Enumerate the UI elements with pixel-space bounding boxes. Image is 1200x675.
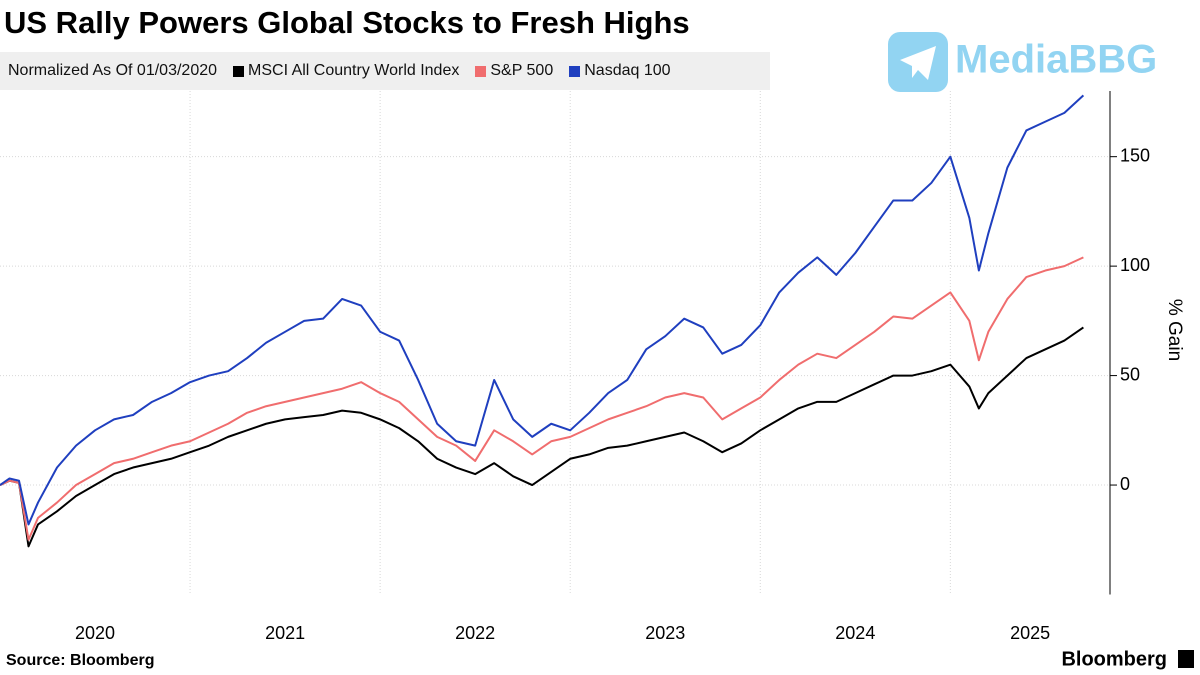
legend-label: S&P 500 [490, 62, 554, 79]
x-tick-label: 2021 [265, 623, 305, 643]
brand-icon [1178, 650, 1194, 668]
legend-subtitle: Normalized As Of 01/03/2020 [8, 62, 218, 79]
y-tick-label: 0 [1120, 474, 1130, 494]
legend-swatch [569, 65, 581, 77]
x-tick-label: 2020 [75, 623, 115, 643]
chart-title: US Rally Powers Global Stocks to Fresh H… [4, 5, 690, 40]
x-tick-label: 2022 [455, 623, 495, 643]
x-tick-label: 2023 [645, 623, 685, 643]
watermark-plane [900, 46, 936, 80]
legend-item: MSCI All Country World Index [233, 62, 459, 80]
y-tick-label: 150 [1120, 145, 1150, 165]
series-line [0, 94, 1085, 526]
legend-swatch [475, 65, 487, 77]
y-axis-label: % Gain [1164, 299, 1185, 361]
y-tick-label: 100 [1120, 255, 1150, 275]
legend-label: Nasdaq 100 [584, 62, 671, 79]
series-line [0, 256, 1084, 541]
legend-swatch [233, 65, 245, 77]
series-line [0, 326, 1084, 548]
legend-label: MSCI All Country World Index [248, 62, 460, 79]
x-tick-label: 2024 [835, 623, 875, 643]
x-tick-label: 2025 [1010, 623, 1050, 643]
legend: Normalized As Of 01/03/2020 MSCI All Cou… [0, 52, 770, 90]
legend-item: S&P 500 [475, 62, 553, 80]
watermark-text: MediaBBG [955, 38, 1157, 82]
legend-item: Nasdaq 100 [569, 62, 671, 80]
source: Source: Bloomberg [6, 652, 154, 669]
y-tick-label: 50 [1120, 364, 1140, 384]
brand: Bloomberg [1061, 648, 1167, 670]
